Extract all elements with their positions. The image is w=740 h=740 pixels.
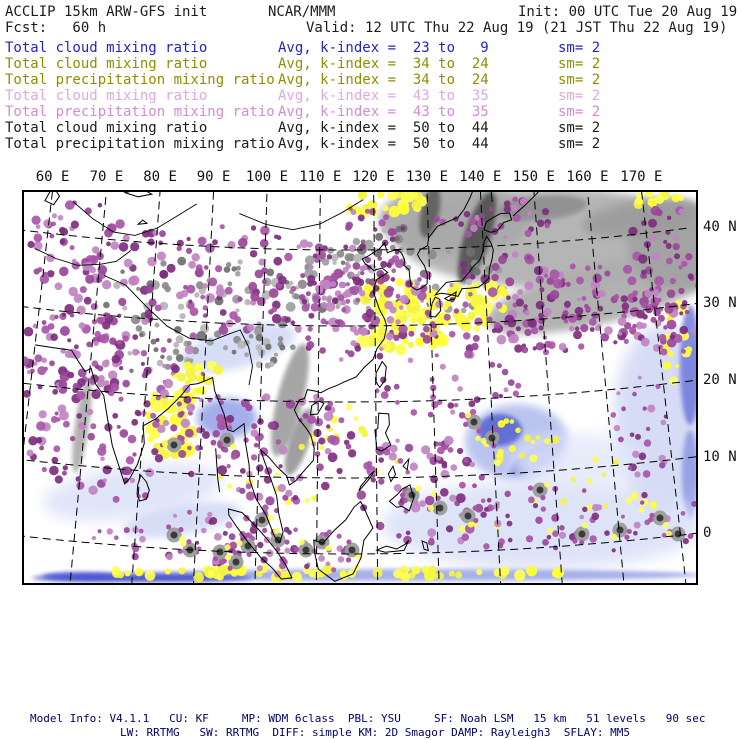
lon-axis-label: 60 E [35,169,70,185]
lon-axis-label: 110 E [299,169,342,185]
valid-time: Valid: 12 UTC Thu 22 Aug 19 (21 JST Thu … [306,20,728,36]
lat-axis-label: 40 N [703,218,737,235]
lat-axis-label: 10 N [703,448,737,465]
legend-field-label: Total cloud mixing ratio [5,88,208,104]
map-canvas [22,190,698,585]
legend-kindex: Avg, k-index = 34 to 24 [278,56,489,72]
legend-kindex: Avg, k-index = 50 to 44 [278,136,489,152]
init-time: Init: 00 UTC Tue 20 Aug 19 [518,4,738,20]
legend-smooth: sm= 2 [558,40,601,56]
lat-axis-label: 30 N [703,295,737,312]
lon-axis-label: 80 E [143,169,177,185]
legend-smooth: sm= 2 [558,104,601,120]
legend-row: Total cloud mixing ratio Avg, k-index = 4… [0,88,740,104]
legend-smooth: sm= 2 [558,88,601,104]
footer-line-1: Model Info: V4.1.1 CU: KF MP: WDM 6class… [30,712,706,725]
inland-borders [34,199,364,386]
coastlines [35,190,541,582]
legend-smooth: sm= 2 [558,72,601,88]
legend-kindex: Avg, k-index = 43 to 35 [278,88,489,104]
lon-axis-label: 140 E [459,169,502,185]
legend-row: Total precipitation mixing ratio Avg, k-i… [0,104,740,120]
lat-axis-label: 0 [703,525,712,542]
legend-field-label: Total precipitation mixing ratio [5,104,275,120]
legend-field-label: Total precipitation mixing ratio [5,136,275,152]
legend-row: Total cloud mixing ratio Avg, k-index = 3… [0,56,740,72]
convective-cells [162,412,686,571]
lon-axis-label: 170 E [620,169,663,185]
legend-kindex: Avg, k-index = 43 to 35 [278,104,489,120]
legend-field-label: Total precipitation mixing ratio [5,72,275,88]
legend: Total cloud mixing ratio Avg, k-index = 2… [0,40,740,156]
lon-axis-label: 150 E [512,169,555,185]
lon-axis-label: 70 E [89,169,124,185]
lon-axis-label: 160 E [566,169,609,185]
map-border [22,190,698,585]
legend-field-label: Total cloud mixing ratio [5,40,208,56]
graticule [22,190,698,585]
legend-smooth: sm= 2 [558,56,601,72]
legend-kindex: Avg, k-index = 34 to 24 [278,72,489,88]
legend-row: Total precipitation mixing ratio Avg, k-i… [0,136,740,152]
legend-kindex: Avg, k-index = 23 to 9 [278,40,489,56]
fcst-line: Fcst: 60 h [5,20,107,36]
lon-axis-label: 100 E [245,169,289,185]
legend-row: Total cloud mixing ratio Avg, k-index = 2… [0,40,740,56]
lon-axis-label: 90 E [196,169,231,185]
legend-row: Total cloud mixing ratio Avg, k-index = 5… [0,120,740,136]
legend-smooth: sm= 2 [558,136,601,152]
model-title: ACCLIP 15km ARW-GFS init [5,4,208,20]
lon-axis-label: 120 E [352,169,395,185]
legend-smooth: sm= 2 [558,120,601,136]
lon-axis-label: 130 E [405,169,449,185]
legend-field-label: Total cloud mixing ratio [5,120,208,136]
center-name: NCAR/MMM [268,4,336,20]
legend-row: Total precipitation mixing ratio Avg, k-i… [0,72,740,88]
weather-map [22,190,698,585]
legend-field-label: Total cloud mixing ratio [5,56,208,72]
weather-fields [22,190,698,583]
legend-kindex: Avg, k-index = 50 to 44 [278,120,489,136]
lat-axis-label: 20 N [703,372,737,388]
footer-line-2: LW: RRTMG SW: RRTMG DIFF: simple KM: 2D … [120,726,630,739]
